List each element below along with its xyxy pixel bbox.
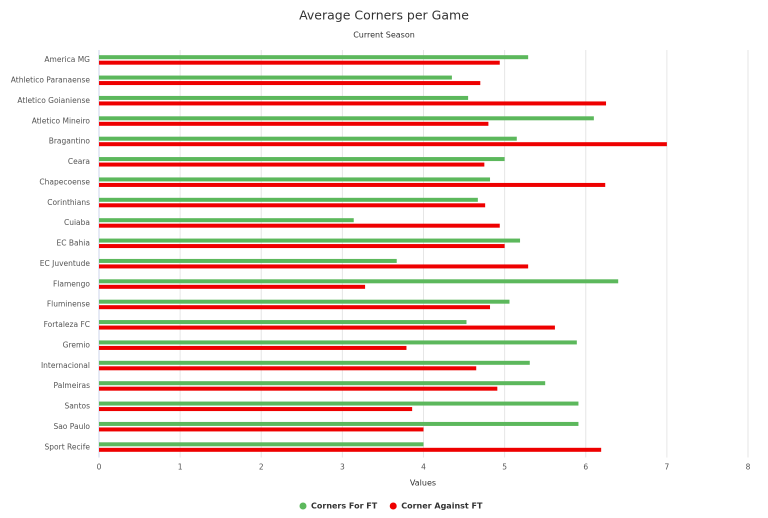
bar [99, 401, 579, 406]
x-tick-label: 2 [259, 463, 264, 472]
chart-title: Average Corners per Game [299, 8, 469, 23]
bar [99, 55, 529, 60]
bar [99, 136, 517, 141]
bar [99, 60, 500, 65]
bar [99, 381, 546, 386]
bar [99, 197, 478, 202]
bar [99, 116, 594, 121]
y-tick-label: Flamengo [53, 279, 90, 288]
bar [99, 442, 424, 447]
y-tick-label: Corinthians [47, 198, 90, 207]
y-tick-label: Fluminense [47, 300, 91, 309]
y-tick-label: Sport Recife [45, 442, 91, 451]
x-tick-label: 3 [340, 463, 345, 472]
x-tick-label: 5 [502, 463, 507, 472]
y-tick-label: Atletico Mineiro [32, 116, 91, 125]
bar [99, 75, 452, 80]
x-tick-label: 1 [178, 463, 183, 472]
y-tick-label: Ceara [68, 157, 90, 166]
legend-label[interactable]: Corner Against FT [401, 502, 483, 511]
bar [99, 258, 397, 263]
bar [99, 121, 489, 126]
y-tick-label: Sao Paulo [53, 422, 90, 431]
y-tick-label: Athletico Paranaense [11, 76, 91, 85]
x-tick-label: 7 [664, 463, 669, 472]
bar [99, 177, 491, 182]
bar [99, 238, 521, 243]
bar [99, 305, 491, 310]
bar [99, 340, 577, 345]
x-axis-label: Values [410, 479, 436, 488]
bar [99, 157, 505, 162]
x-tick-label: 6 [583, 463, 588, 472]
legend-marker[interactable] [389, 502, 397, 510]
bar [99, 95, 469, 100]
bar [99, 421, 579, 426]
y-tick-label: Gremio [63, 340, 91, 349]
y-tick-label: EC Juventude [40, 259, 91, 268]
bar [99, 299, 510, 304]
y-tick-label: Palmeiras [54, 381, 91, 390]
bar [99, 447, 602, 452]
y-tick-label: America MG [44, 55, 90, 64]
y-tick-label: Internacional [41, 361, 90, 370]
x-tick-label: 8 [746, 463, 751, 472]
x-tick-label: 0 [97, 463, 102, 472]
bar [99, 320, 467, 325]
bar [99, 182, 606, 187]
bar [99, 223, 500, 228]
y-tick-label: Chapecoense [39, 177, 90, 186]
bar [99, 284, 366, 289]
legend-marker[interactable] [299, 502, 307, 510]
bar [99, 142, 667, 147]
chart-subtitle: Current Season [353, 31, 415, 40]
y-tick-label: Santos [64, 402, 90, 411]
bar [99, 325, 555, 330]
bar [99, 203, 486, 208]
legend-label[interactable]: Corners For FT [311, 502, 378, 511]
y-tick-label: Cuiaba [64, 218, 90, 227]
bar [99, 162, 485, 167]
bar [99, 427, 424, 432]
bar [99, 218, 354, 223]
bar [99, 81, 481, 86]
bar [99, 264, 529, 269]
bar [99, 345, 407, 350]
bar [99, 101, 607, 106]
y-tick-label: Atletico Goianiense [17, 96, 90, 105]
bar [99, 360, 530, 365]
y-tick-label: EC Bahia [56, 239, 90, 248]
bar [99, 407, 413, 412]
bar [99, 244, 505, 249]
bar [99, 366, 477, 371]
bar [99, 279, 619, 284]
x-tick-label: 4 [421, 463, 426, 472]
y-tick-label: Bragantino [49, 137, 91, 146]
y-tick-label: Fortaleza FC [44, 320, 90, 329]
bar [99, 386, 498, 391]
